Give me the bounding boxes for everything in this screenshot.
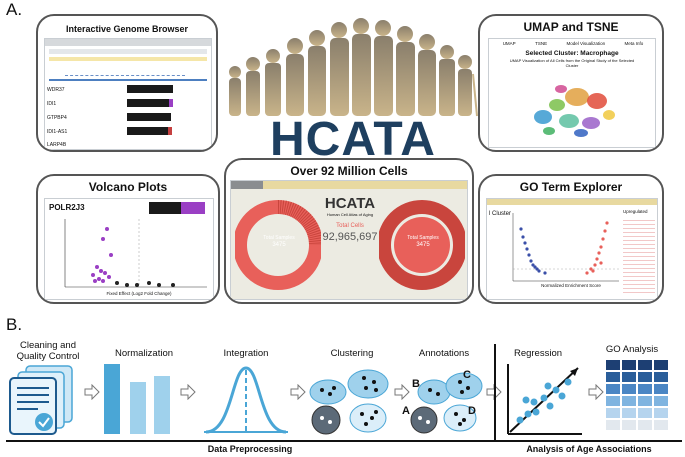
stage-label-regression: Regression: [513, 348, 563, 359]
volcano-plot: [64, 219, 207, 288]
annotation-letter-b: B: [412, 378, 420, 390]
browser-track: [65, 65, 185, 76]
gene-label-5: LARP4B: [47, 142, 67, 148]
volcano-xlabel: Fixed Effect (Log2 Fold Change): [106, 291, 172, 296]
umap-tab-model[interactable]: Model Visualization: [566, 41, 606, 46]
umap-selected-cluster: Selected Cluster: Macrophage: [525, 50, 619, 57]
left-donut: [235, 200, 321, 290]
volcano-gene-bar-dark: [149, 202, 181, 214]
aging-people-silhouettes: [229, 18, 478, 117]
right-donut: [379, 200, 465, 290]
umap-card: UMAP and TSNE UMAP TSNE Model Visualizat…: [478, 14, 664, 152]
annotations-diagram: [410, 372, 483, 434]
volcano-card: Volcano Plots POLR2J3 Fixed Effect (Log2…: [36, 174, 220, 304]
volcano-gene-bar-purple: [181, 202, 205, 214]
center-card-title: Over 92 Million Cells: [290, 164, 408, 178]
umap-scatter: [534, 85, 615, 137]
umap-tabs: UMAP TSNE Model Visualization Meta Info: [493, 41, 653, 49]
footer-age-associations: Analysis of Age Associations: [526, 444, 652, 454]
analysis-bracket: [494, 440, 682, 442]
umap-caption: UMAP Visualization of All Cells from the…: [509, 58, 635, 68]
volcano-title: Volcano Plots: [88, 180, 168, 194]
arrow-right-icon: [588, 384, 604, 400]
go-term-list: [623, 217, 655, 295]
volcano-gene-label: POLR2J3: [49, 203, 85, 212]
dashboard-nav: [231, 181, 467, 189]
go-term-toolbar: [487, 199, 657, 205]
umap-title: UMAP and TSNE: [523, 20, 619, 34]
right-donut-value: 3475: [416, 242, 430, 248]
go-term-side-label: l Cluster: [489, 211, 512, 217]
browser-gene-track: [49, 79, 207, 81]
arrow-right-icon: [394, 384, 410, 400]
go-analysis-heatmap: [606, 360, 668, 430]
stage-label-clustering: Clustering: [330, 348, 374, 359]
gene-bar-3: [127, 113, 171, 121]
total-cells-value: 92,965,697: [322, 231, 378, 243]
go-term-xlabel: Normalized Enrichment Score: [541, 283, 601, 288]
umap-tab-meta[interactable]: Meta Info: [624, 41, 644, 46]
panel-b-label: B.: [6, 315, 23, 334]
gene-label-3: GTPBP4: [47, 115, 67, 121]
right-donut-label: Total Samples: [407, 235, 439, 241]
dashboard-subtitle: Human Cell Atlas of Aging: [326, 212, 374, 217]
annotation-letter-c: C: [463, 369, 471, 381]
gene-bar-2-highlight: [169, 99, 173, 107]
browser-toolbar: [45, 39, 211, 46]
stage-label-normalization: Normalization: [114, 348, 174, 359]
umap-screenshot: UMAP TSNE Model Visualization Meta Info …: [488, 38, 656, 148]
clustering-diagram: [309, 369, 389, 435]
annotation-letter-a: A: [402, 405, 410, 417]
volcano-screenshot: POLR2J3 Fixed Effect (Log2 Fold Change): [44, 198, 214, 300]
browser-nav-bar: [49, 49, 207, 54]
gene-bar-4-highlight: [168, 127, 172, 135]
gene-label-4: IDI1-AS1: [47, 129, 68, 135]
document-stack-icon: [9, 365, 73, 435]
dashboard-title: HCATA: [324, 195, 376, 212]
arrow-right-icon: [290, 384, 306, 400]
total-cells-label: Total Cells: [336, 223, 364, 229]
stage-label-go-analysis: GO Analysis: [605, 344, 659, 355]
section-divider: [494, 344, 496, 442]
arrow-right-icon: [84, 384, 100, 400]
genome-browser-title: Interactive Genome Browser: [65, 24, 189, 34]
umap-tab-tsne[interactable]: TSNE: [535, 41, 548, 46]
genome-browser-screenshot: WDR37 IDI1 GTPBP4 IDI1-AS1 LARP4B: [44, 38, 212, 150]
arrow-right-icon: [180, 384, 196, 400]
gene-bar-2: [127, 99, 173, 107]
center-card: Over 92 Million Cells Total Samples 3475…: [224, 158, 474, 304]
annotation-letter-d: D: [468, 405, 476, 417]
browser-highlight-bar: [49, 57, 207, 61]
integration-curve: [204, 366, 288, 434]
gene-label-2: IDI1: [47, 101, 57, 107]
gene-bar-1: [127, 85, 173, 93]
umap-tab-umap[interactable]: UMAP: [502, 41, 516, 46]
stage-label-annotations: Annotations: [418, 348, 470, 359]
go-term-screenshot: l Cluster Upregulated Normalized Enrichm…: [486, 198, 658, 300]
footer-data-preprocessing: Data Preprocessing: [207, 444, 293, 454]
go-term-right-header: Upregulated: [623, 209, 648, 214]
stage-label-integration: Integration: [223, 348, 269, 359]
regression-plot: [507, 364, 582, 435]
go-term-title: GO Term Explorer: [519, 180, 623, 194]
center-dashboard: Total Samples 3475 HCATA Human Cell Atla…: [230, 180, 468, 300]
left-donut-value: 3475: [272, 242, 286, 248]
normalization-bars: [104, 364, 170, 434]
left-donut-label: Total Samples: [263, 235, 295, 241]
stage-label-qc: Cleaning and Quality Control: [16, 340, 80, 362]
hcata-title: HCATA: [270, 113, 436, 166]
genome-browser-card: Interactive Genome Browser WDR37 IDI1 GT…: [36, 14, 218, 152]
go-term-card: GO Term Explorer l Cluster Upregulated N…: [478, 174, 664, 304]
gene-bar-4: [127, 127, 171, 135]
dashboard-nav-active[interactable]: [231, 181, 263, 189]
go-term-plot: [512, 213, 619, 282]
gene-label-1: WDR37: [47, 87, 65, 93]
panel-a-label: A.: [6, 0, 23, 19]
preprocessing-bracket: [6, 440, 496, 442]
